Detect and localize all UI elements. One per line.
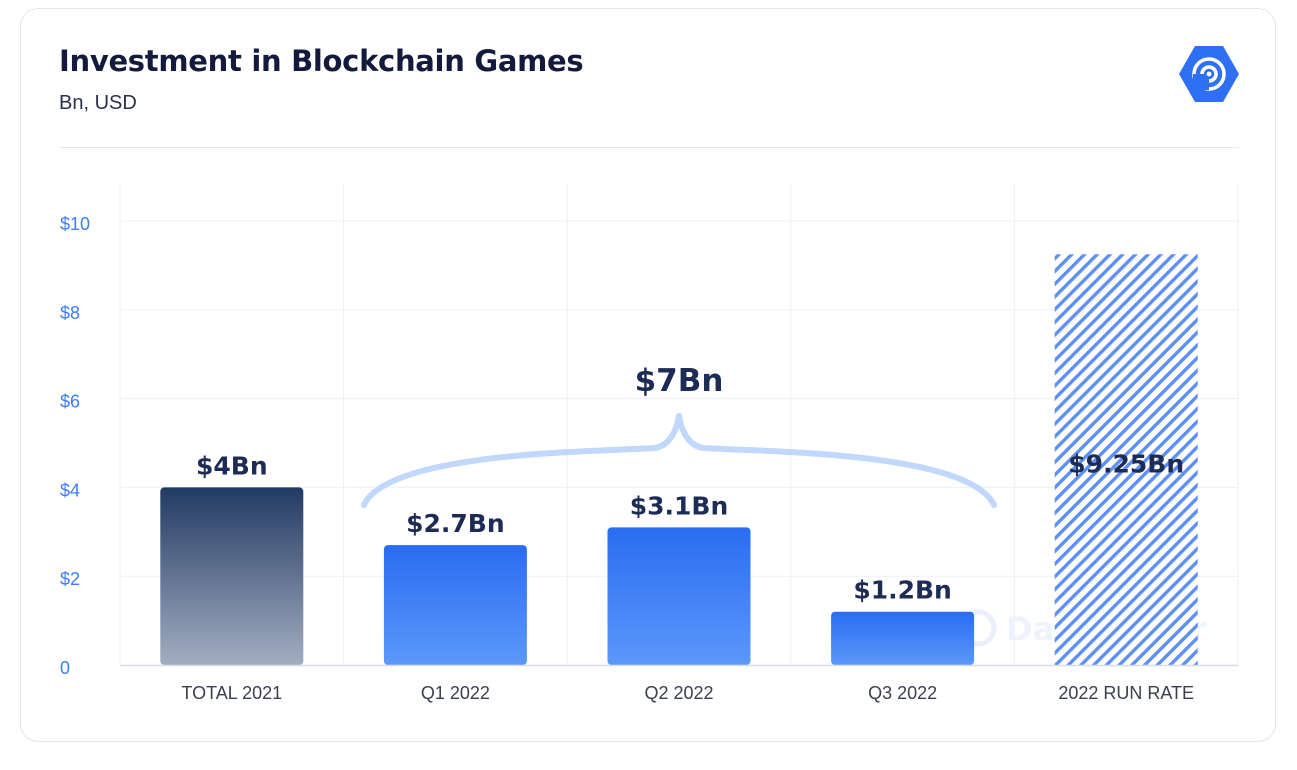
bar-total-2021: [160, 487, 304, 665]
data-label-q2-2022: $3.1Bn: [630, 491, 729, 520]
annotation-layer: $7Bn: [360, 363, 998, 508]
x-tick-label-q2-2022: Q2 2022: [644, 683, 713, 703]
y-tick-label: $2: [60, 569, 80, 589]
bar-q3-2022: [831, 611, 975, 665]
logo-notch: [1193, 74, 1209, 90]
data-label-2022-run-rate: $9.25Bn: [1068, 449, 1184, 478]
bar-q1-2022: [383, 545, 527, 665]
data-label-q3-2022: $1.2Bn: [853, 576, 952, 605]
axis-layer: 0 $2 $4 $6 $8 $10 TOTAL 2021 Q1 2022 Q2 2022 Q3 2…: [60, 214, 1238, 703]
bar-layer: [160, 254, 1198, 666]
y-tick-label: $8: [60, 303, 80, 323]
x-tick-label-q1-2022: Q1 2022: [421, 683, 490, 703]
data-label-total-2021: $4Bn: [196, 451, 268, 480]
grid-layer: [119, 184, 1239, 665]
chart-title: Investment in Blockchain Games: [59, 44, 584, 78]
header-divider: [59, 147, 1239, 148]
chart-subtitle: Bn, USD: [59, 92, 137, 114]
x-tick-label-q3-2022: Q3 2022: [868, 683, 937, 703]
y-tick-label: $10: [60, 214, 90, 234]
x-tick-label-total-2021: TOTAL 2021: [181, 683, 282, 703]
y-tick-label: $6: [60, 392, 80, 412]
y-tick-label: $4: [60, 480, 80, 500]
label-layer: $4Bn $2.7Bn $3.1Bn $1.2Bn $9.25Bn: [196, 449, 1184, 604]
bar-q2-2022: [607, 527, 751, 665]
data-label-q1-2022: $2.7Bn: [406, 509, 505, 538]
annotation-label: $7Bn: [635, 363, 724, 399]
dappradar-logo-icon: [1179, 46, 1239, 102]
logo-dot: [1206, 71, 1212, 77]
y-tick-label: 0: [60, 658, 70, 678]
annotation-brace: [360, 413, 998, 508]
x-tick-label-2022-run-rate: 2022 RUN RATE: [1058, 683, 1194, 703]
bar-2022-run-rate: [1054, 254, 1198, 666]
